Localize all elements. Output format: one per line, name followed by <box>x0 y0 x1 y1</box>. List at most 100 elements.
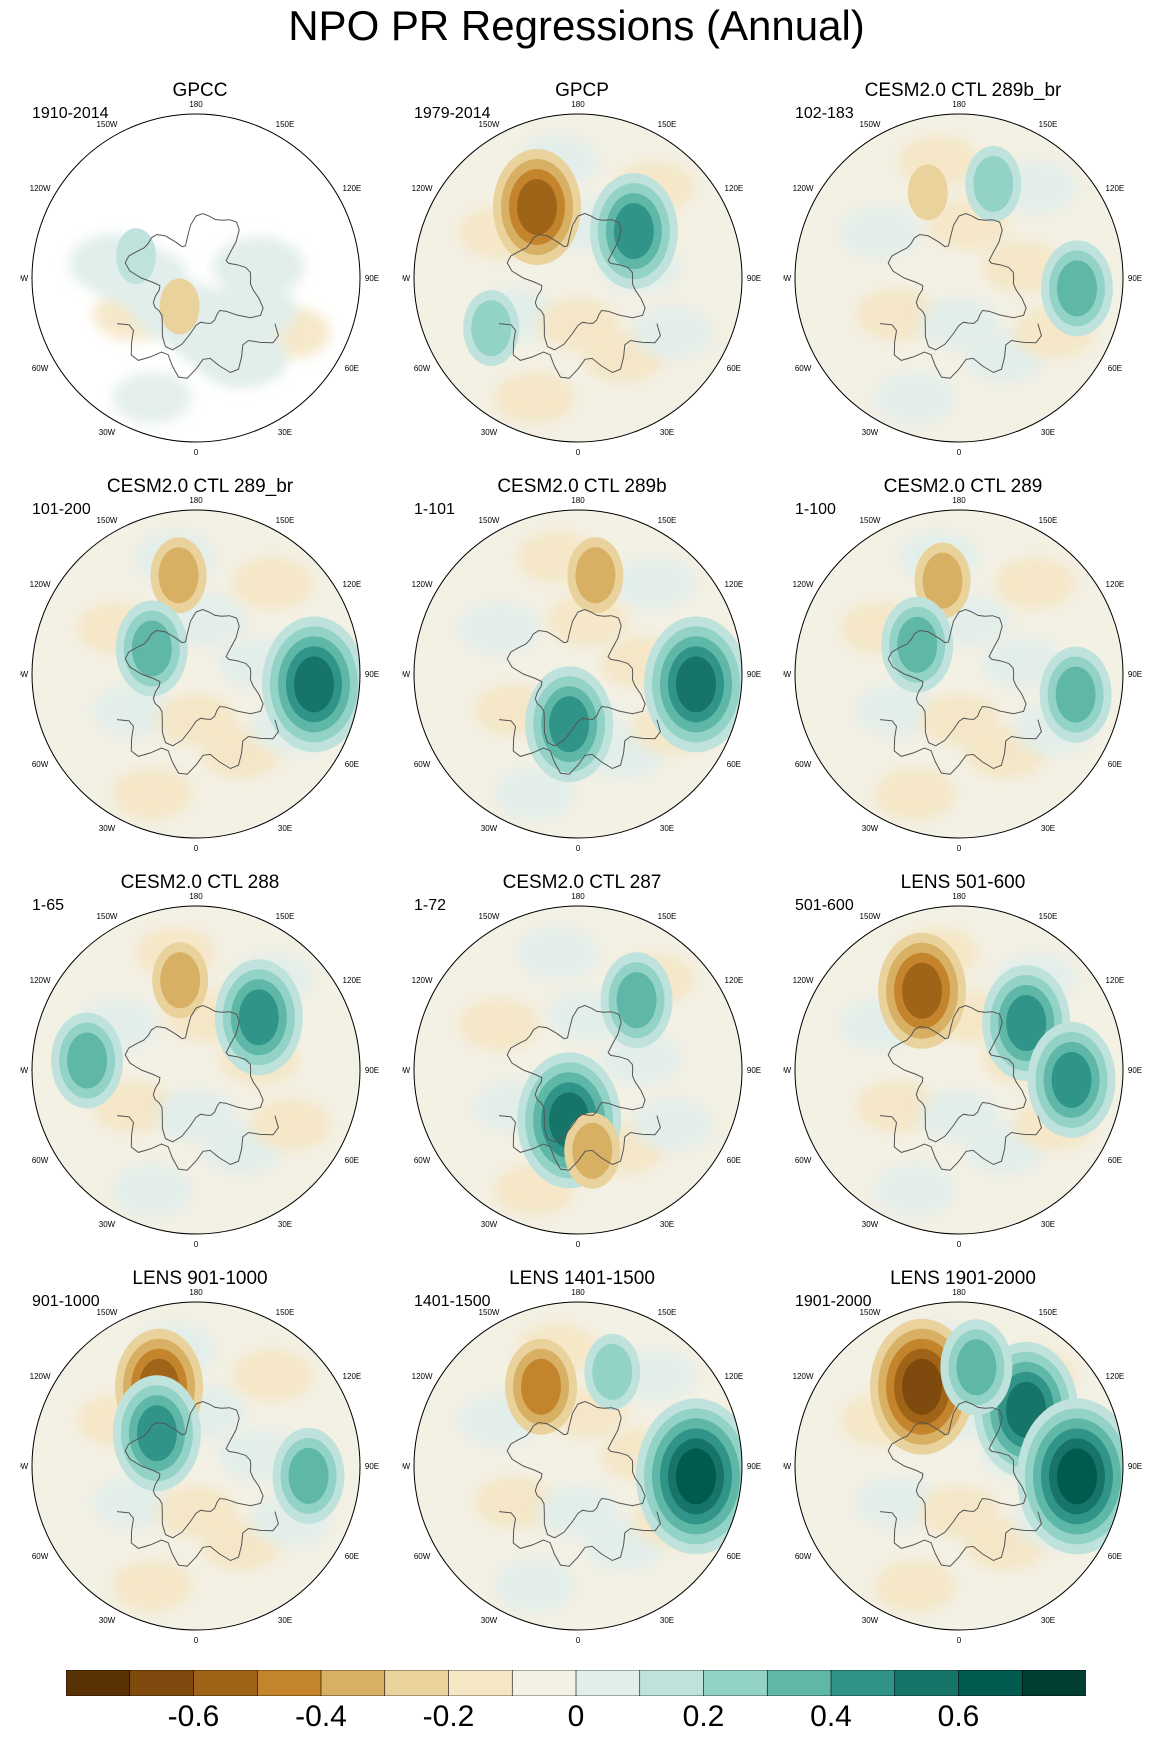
background-anomaly-patch <box>855 1476 936 1529</box>
longitude-label: 150E <box>658 912 677 921</box>
longitude-label: 0 <box>194 844 199 853</box>
longitude-label: 180 <box>189 496 203 505</box>
background-anomaly-patch <box>855 288 936 341</box>
coastline <box>117 719 279 775</box>
coastline <box>499 1115 661 1171</box>
longitude-label: 150E <box>276 912 295 921</box>
map-border <box>413 113 743 443</box>
background-anomaly-patch <box>875 767 956 820</box>
background-anomaly-patch <box>919 693 999 746</box>
longitude-label: 90E <box>365 274 379 283</box>
longitude-label: 0 <box>957 844 962 853</box>
positive-anomaly <box>616 972 657 1029</box>
negative-anomaly <box>521 1358 562 1415</box>
polar-map: 180 0 90W 90E 150W 120W 150E 120E 60W 30W 60E 30E <box>783 100 1142 457</box>
longitude-label: 90E <box>747 1462 761 1471</box>
longitude-label: 90E <box>365 1462 379 1471</box>
longitude-label: 90W <box>402 670 411 679</box>
longitude-label: 60E <box>345 1552 359 1561</box>
polar-map: 180 0 90W 90E 150W 120W 150E 120E 60W 30W 60E 30E <box>20 100 379 457</box>
background-anomaly-patch <box>494 371 575 424</box>
coastline <box>887 212 1027 351</box>
longitude-label: 150W <box>97 912 118 921</box>
longitude-label: 90W <box>783 1066 792 1075</box>
longitude-label: 30W <box>481 824 498 833</box>
longitude-label: 0 <box>576 1636 581 1645</box>
longitude-label: 90W <box>783 1462 792 1471</box>
colorbar-swatch <box>256 1669 322 1697</box>
longitude-label: 60W <box>414 364 431 373</box>
polar-map: 180 0 90W 90E 150W 120W 150E 120E 60W 30W 60E 30E <box>783 496 1142 853</box>
longitude-label: 150E <box>1039 912 1058 921</box>
coastline <box>124 1400 264 1539</box>
coastline <box>499 719 661 775</box>
background-anomaly-patch <box>919 1089 999 1142</box>
longitude-label: 90E <box>1128 1066 1142 1075</box>
longitude-label: 30W <box>99 1616 116 1625</box>
positive-anomaly <box>1006 994 1047 1051</box>
background-anomaly-patch <box>92 684 173 737</box>
polar-map: 180 0 90W 90E 150W 120W 150E 120E 60W 30W 60E 30E <box>783 1288 1142 1645</box>
negative-anomaly <box>159 278 200 335</box>
longitude-label: 90W <box>402 274 411 283</box>
longitude-label: 120E <box>343 580 362 589</box>
longitude-label: 150W <box>479 516 500 525</box>
longitude-label: 180 <box>571 496 585 505</box>
longitude-label: 30E <box>1041 1220 1055 1229</box>
colorbar-swatch <box>193 1669 259 1697</box>
longitude-label: 180 <box>189 892 203 901</box>
colorbar-tick-label: 0 <box>567 1700 585 1733</box>
longitude-label: 60W <box>795 364 812 373</box>
positive-anomaly <box>1056 1448 1097 1505</box>
background-anomaly-patch <box>840 206 921 259</box>
background-anomaly-patch <box>459 998 540 1051</box>
longitude-label: 120W <box>793 976 814 985</box>
map-border <box>31 1301 361 1631</box>
negative-anomaly <box>922 552 963 609</box>
longitude-label: 120W <box>412 976 433 985</box>
longitude-label: 60E <box>727 760 741 769</box>
panel-title: LENS 901-1000 <box>132 1268 268 1289</box>
coastline <box>887 608 1027 747</box>
longitude-label: 150E <box>276 1308 295 1317</box>
colorbar-swatch <box>639 1669 705 1697</box>
longitude-label: 120W <box>412 1372 433 1381</box>
background-anomaly-patch <box>494 1559 575 1612</box>
panel-title: CESM2.0 CTL 289_br <box>106 476 294 497</box>
longitude-label: 30E <box>660 1616 674 1625</box>
longitude-label: 180 <box>571 100 585 109</box>
longitude-label: 0 <box>194 1240 199 1249</box>
positive-anomaly <box>136 1405 177 1462</box>
longitude-label: 30W <box>99 1220 116 1229</box>
longitude-label: 150E <box>276 120 295 129</box>
colorbar-tick-label: -0.2 <box>422 1700 475 1733</box>
longitude-label: 30E <box>660 824 674 833</box>
longitude-label: 120E <box>343 184 362 193</box>
polar-map: 180 0 90W 90E 150W 120W 150E 120E 60W 30W 60E 30E <box>20 892 379 1249</box>
background-anomaly-patch <box>600 1032 681 1085</box>
map-panel: CESM2.0 CTL 289b_br 102-183 180 0 90W 90E 150W… <box>783 80 1143 475</box>
longitude-label: 60E <box>1108 1156 1122 1165</box>
longitude-label: 180 <box>952 892 966 901</box>
panel-title: LENS 501-600 <box>900 872 1026 893</box>
positive-anomaly <box>238 989 279 1046</box>
positive-anomaly <box>131 620 172 677</box>
longitude-label: 60E <box>345 1156 359 1165</box>
background-anomaly-patch <box>875 371 956 424</box>
longitude-label: 60E <box>1108 364 1122 373</box>
negative-anomaly <box>902 1358 943 1415</box>
panel-period: 901-1000 <box>32 1293 100 1310</box>
panel-period: 102-183 <box>795 105 854 122</box>
longitude-label: 30E <box>1041 824 1055 833</box>
longitude-label: 90E <box>365 1066 379 1075</box>
longitude-label: 120E <box>1106 1372 1125 1381</box>
background-anomaly-patch <box>632 306 713 359</box>
coastline <box>880 323 1042 379</box>
background-anomaly-patch <box>156 693 236 746</box>
longitude-label: 0 <box>957 448 962 457</box>
longitude-label: 60E <box>727 1552 741 1561</box>
longitude-label: 180 <box>571 892 585 901</box>
map-panel: CESM2.0 CTL 287 1-72 180 0 90W 90E 150W 120W 150… <box>402 872 762 1267</box>
longitude-label: 150E <box>658 516 677 525</box>
longitude-label: 30W <box>99 824 116 833</box>
